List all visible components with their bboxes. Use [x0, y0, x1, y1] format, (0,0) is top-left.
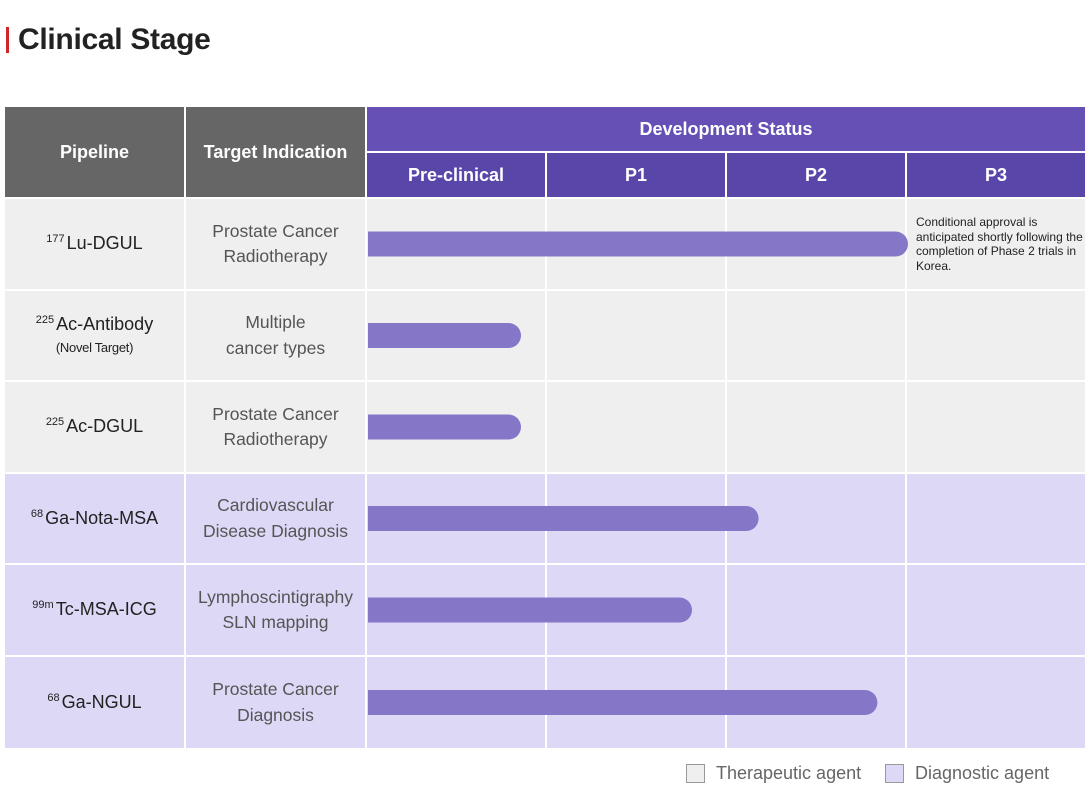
title-accent-bar [6, 27, 9, 53]
status-cell [907, 565, 1085, 655]
header-development-status: Development Status [367, 107, 1085, 151]
indication-line-1: Prostate Cancer [212, 403, 339, 424]
status-cell [727, 565, 905, 655]
pipeline-table: Pipeline Target Indication Development S… [5, 107, 1085, 748]
table-row: 68 Ga-Nota-MSA Cardiovascular Disease Dia… [5, 474, 1085, 563]
pipeline-label: Ac-DGUL [66, 416, 144, 437]
isotope-mass: 99m [32, 599, 54, 612]
status-cell [547, 382, 725, 472]
target-indication: Prostate Cancer Diagnosis [186, 657, 365, 748]
legend-label-therapeutic: Therapeutic agent [716, 763, 862, 783]
isotope-mass: 68 [47, 691, 60, 704]
legend-label-diagnostic: Diagnostic agent [915, 763, 1050, 783]
pipeline-name: 225 Ac-DGUL [5, 382, 184, 472]
progress-bar-start [368, 597, 393, 623]
indication-line-2: Diagnosis [237, 704, 314, 725]
progress-bar [368, 323, 521, 348]
indication-line-1: Lymphoscintigraphy [198, 586, 353, 607]
status-cell [907, 291, 1085, 380]
indication-line-2: SLN mapping [222, 612, 329, 632]
status-cell [907, 657, 1085, 748]
target-indication: Multiple cancer types [186, 291, 365, 380]
table-row: 225 Ac-DGUL Prostate Cancer Radiotherapy [5, 382, 1085, 472]
pipeline-label: Ac-Antibody [56, 314, 154, 335]
indication-line-2: Radiotherapy [223, 246, 328, 266]
legend-swatch-therapeutic [686, 764, 705, 783]
indication-line-1: Prostate Cancer [212, 679, 339, 700]
indication-line-2: cancer types [225, 337, 326, 358]
table-row: 68 Ga-NGUL Prostate Cancer Diagnosis [5, 657, 1085, 748]
status-cell [907, 199, 1085, 289]
p3-note: Conditional approval is anticipated shor… [916, 215, 1083, 273]
table-row: 177 Lu-DGUL Prostate Cancer Radiotherapy [5, 199, 1085, 289]
header-phase-p1: P1 [547, 153, 725, 197]
progress-bar [368, 506, 759, 531]
pipeline-label: Ga-NGUL [61, 691, 142, 712]
header-target-indication: Target Indication [186, 107, 365, 197]
isotope-mass: 225 [45, 416, 65, 429]
status-cell [727, 291, 905, 380]
progress-bar-start [368, 690, 393, 715]
pipeline-name: 68 Ga-Nota-MSA [5, 474, 184, 563]
progress-bar [368, 690, 878, 715]
isotope-mass: 177 [46, 233, 65, 246]
indication-line-1: Prostate Cancer [212, 220, 339, 241]
status-cell [547, 291, 725, 380]
progress-bar [368, 597, 692, 623]
table-row: 99m Tc-MSA-ICG Lymphoscintigraphy SLN map… [5, 565, 1085, 655]
progress-bar-start [368, 231, 393, 257]
target-indication: Prostate Cancer Radiotherapy [186, 382, 365, 472]
header-phase-p2: P2 [727, 153, 905, 197]
indication-line-1: Multiple [245, 312, 306, 333]
progress-bar-start [368, 506, 393, 531]
legend-swatch-diagnostic [885, 764, 904, 783]
progress-bar [368, 231, 908, 257]
target-indication: Cardiovascular Disease Diagnosis [186, 474, 365, 563]
pipeline-label: Tc-MSA-ICG [55, 599, 157, 620]
isotope-mass: 68 [30, 507, 44, 520]
status-cell [907, 382, 1085, 472]
development-status-chart [367, 199, 1085, 748]
pipeline-label: Ga-Nota-MSA [45, 507, 159, 528]
pipeline-name: 177 Lu-DGUL [5, 199, 184, 289]
isotope-mass: 225 [35, 314, 55, 327]
legend-diagnostic: Diagnostic agent [885, 763, 1049, 784]
progress-bar-start [368, 323, 393, 348]
legend-therapeutic: Therapeutic agent [686, 763, 861, 784]
header-pipeline: Pipeline [5, 107, 184, 197]
status-cell [907, 474, 1085, 563]
indication-line-2: Disease Diagnosis [203, 520, 348, 541]
header-phase-preclinical: Pre-clinical [367, 153, 545, 197]
pipeline-name: 68 Ga-NGUL [5, 657, 184, 748]
indication-line-1: Cardiovascular [217, 495, 334, 516]
status-cell [727, 382, 905, 472]
target-indication: Lymphoscintigraphy SLN mapping [186, 565, 365, 655]
pipeline-sublabel: (Novel Target) [55, 340, 134, 356]
progress-bar [368, 414, 521, 440]
progress-bar-start [368, 414, 393, 440]
pipeline-label: Lu-DGUL [66, 233, 143, 254]
header-phase-p3: P3 [907, 153, 1085, 197]
table-row: 225 Ac-Antibody (Novel Target) Multiple c… [5, 291, 1085, 380]
page-title-wrap: Clinical Stage [6, 22, 211, 58]
pipeline-name: 99m Tc-MSA-ICG [5, 565, 184, 655]
pipeline-name: 225 Ac-Antibody (Novel Target) [5, 291, 184, 380]
page-title: Clinical Stage [18, 23, 211, 56]
indication-line-2: Radiotherapy [223, 429, 328, 449]
target-indication: Prostate Cancer Radiotherapy [186, 199, 365, 289]
